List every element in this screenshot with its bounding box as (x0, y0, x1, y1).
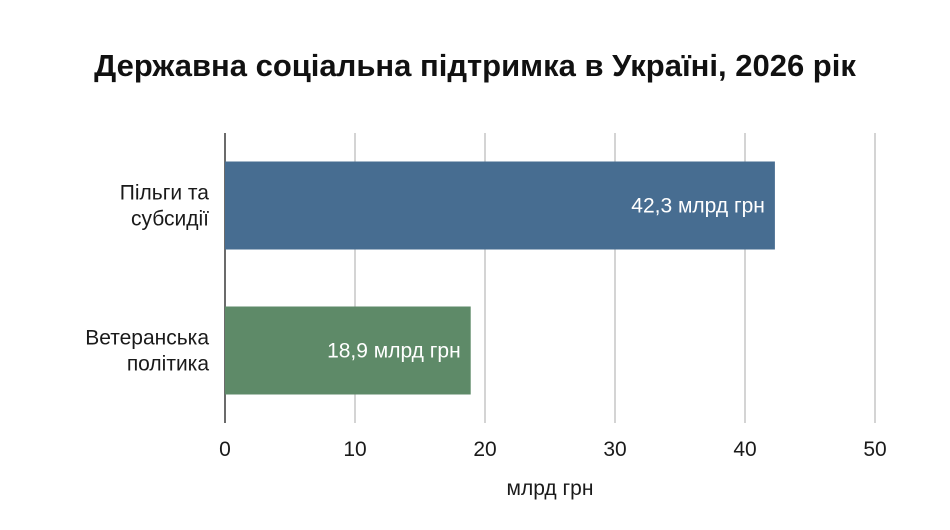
category-label-line: Ветеранська (85, 327, 209, 350)
category-label-1: Пільги та субсидії (120, 182, 210, 231)
x-tick-label-30: 30 (603, 438, 626, 461)
x-tick-label-50: 50 (863, 438, 886, 461)
chart-title: Державна соціальна підтримка в Україні, … (94, 48, 856, 83)
bar-2 (225, 306, 471, 395)
data-label-2: 18,9 млрд грн (327, 340, 461, 363)
x-axis-title: млрд грн (507, 477, 594, 500)
x-tick-label-0: 0 (219, 438, 231, 461)
category-label-line: субсидії (131, 208, 209, 231)
category-label-2: Ветеранська політика (85, 327, 209, 376)
x-tick-label-10: 10 (343, 438, 366, 461)
bar-1 (225, 161, 775, 250)
data-label-1: 42,3 млрд грн (631, 195, 765, 218)
x-tick-label-40: 40 (733, 438, 756, 461)
x-tick-label-20: 20 (473, 438, 496, 461)
category-label-line: політика (127, 353, 210, 376)
category-label-line: Пільги та (120, 182, 210, 205)
